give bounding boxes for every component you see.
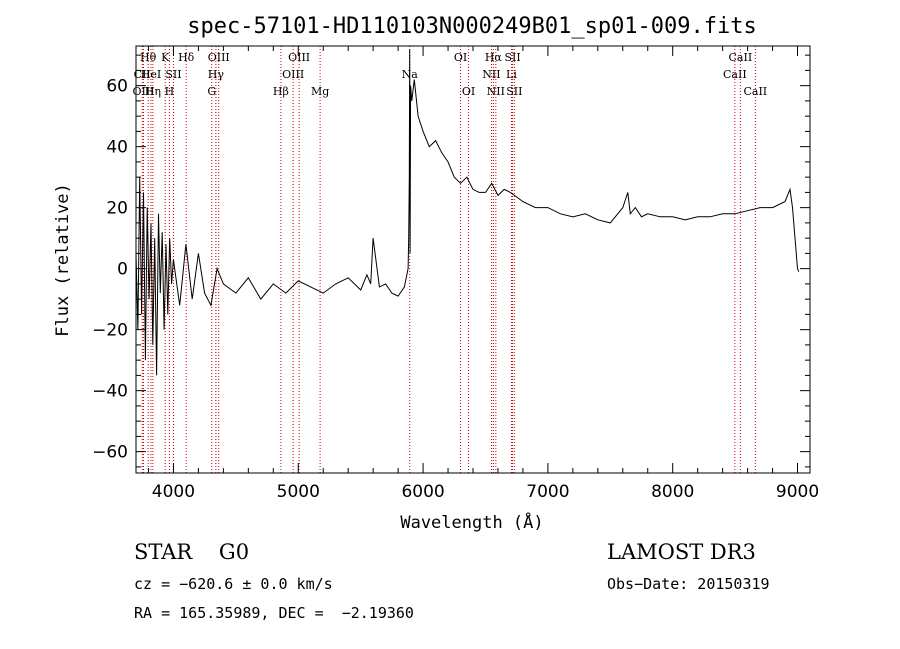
line-label: NII <box>482 68 500 81</box>
line-label: HeI <box>141 68 161 81</box>
y-tick-label: 20 <box>106 199 128 219</box>
line-label: Hθ <box>140 51 157 64</box>
line-label: Li <box>506 68 517 81</box>
observation-date: Obs−Date: 20150319 <box>607 575 770 593</box>
line-label: Hα <box>485 51 503 64</box>
line-label: NII <box>487 85 505 98</box>
chart-title: spec-57101-HD110103N000249B01_sp01-009.f… <box>187 14 757 39</box>
y-tick-label: −40 <box>92 382 128 402</box>
line-label: CaII <box>723 68 747 81</box>
line-label: SII <box>504 51 520 64</box>
y-tick-label: −60 <box>92 443 128 463</box>
coordinates: RA = 165.35989, DEC = −2.19360 <box>134 604 414 622</box>
x-tick-label: 4000 <box>152 482 195 502</box>
line-label: CaII <box>729 51 753 64</box>
x-tick-label: 9000 <box>776 482 819 502</box>
y-tick-label: 40 <box>106 138 128 158</box>
object-class: STAR G0 <box>134 540 250 564</box>
emission-line-markers <box>141 46 756 473</box>
plot-frame <box>135 45 811 474</box>
line-label: OIII <box>288 51 310 64</box>
line-label: OIII <box>132 85 154 98</box>
line-label: SII <box>165 68 181 81</box>
line-label: OI <box>454 51 467 64</box>
x-axis-ticks: 4000 5000 6000 7000 8000 9000 <box>147 46 819 502</box>
x-tick-label: 5000 <box>277 482 320 502</box>
line-label: OIII <box>282 68 304 81</box>
y-tick-label: 0 <box>117 260 128 280</box>
y-tick-label: −20 <box>92 321 128 341</box>
y-tick-label: 60 <box>106 77 128 97</box>
spectrum-line <box>135 49 800 376</box>
line-label: H <box>165 85 175 98</box>
line-label: Hβ <box>273 85 289 98</box>
line-label: K <box>161 51 170 64</box>
line-label: CaII <box>743 85 767 98</box>
line-label: Hη <box>145 85 161 98</box>
line-label: OI <box>462 85 475 98</box>
redshift-value: cz = −620.6 ± 0.0 km/s <box>134 575 333 593</box>
survey-name: LAMOST DR3 <box>607 540 756 564</box>
line-label: G <box>207 85 216 98</box>
x-tick-label: 7000 <box>526 482 569 502</box>
line-label: SII <box>506 85 522 98</box>
x-axis-label: Wavelength (Å) <box>400 511 543 533</box>
y-axis-ticks: −60 −40 −20 0 20 40 60 <box>92 54 810 468</box>
x-tick-label: 6000 <box>401 482 444 502</box>
line-label: Hδ <box>178 51 195 64</box>
y-axis-label: Flux (relative) <box>53 183 73 337</box>
x-tick-label: 8000 <box>651 482 694 502</box>
line-label: Hγ <box>208 68 225 81</box>
line-label: Mg <box>311 85 329 98</box>
line-label: CII <box>134 68 151 81</box>
line-label: OIII <box>208 51 230 64</box>
